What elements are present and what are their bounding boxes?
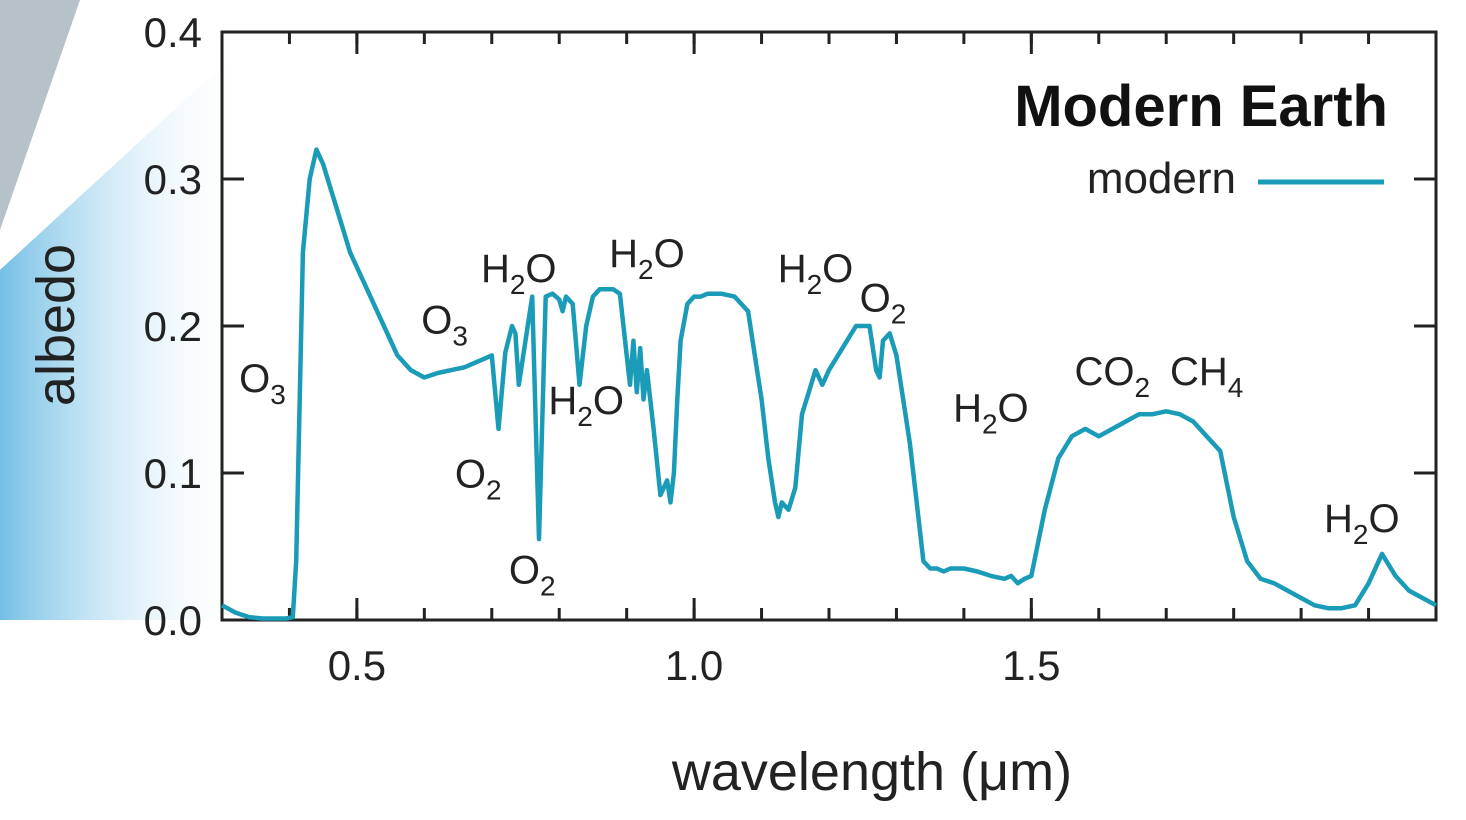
absorption-label: O2 (509, 548, 556, 601)
decorative-gray-band (0, 0, 80, 230)
x-tick-label: 0.5 (328, 642, 386, 689)
absorption-label: H2O (548, 379, 624, 432)
x-tick-label: 1.0 (665, 642, 723, 689)
absorption-label: O3 (421, 298, 468, 351)
chart-title: Modern Earth (1014, 74, 1388, 139)
absorption-label: CH4 (1170, 350, 1243, 403)
y-tick-label: 0.4 (144, 9, 202, 56)
absorption-label: O2 (455, 453, 502, 506)
absorption-label: H2O (609, 232, 685, 285)
plot-area: 0.5 1.0 1.50.00.10.20.30.4O3O3H2OO2O2H2OH2… (144, 9, 1438, 689)
y-axis-title: albedo (26, 244, 86, 406)
absorption-label: O2 (860, 276, 907, 329)
y-tick-label: 0.1 (144, 450, 202, 497)
absorption-label: H2O (778, 247, 854, 300)
absorption-label: H2O (953, 387, 1029, 440)
series-line-modern (220, 147, 1438, 621)
x-tick-label: 1.5 (1002, 642, 1060, 689)
decorative-blue-gradient (0, 40, 250, 620)
y-tick-label: 0.2 (144, 303, 202, 350)
absorption-label: H2O (1324, 497, 1400, 550)
absorption-label: H2O (481, 247, 557, 300)
y-tick-label: 0.3 (144, 156, 202, 203)
absorption-label: O3 (239, 357, 286, 410)
y-tick-label: 0.0 (144, 597, 202, 644)
x-axis-title: wavelength (μm) (671, 742, 1072, 802)
absorption-label: CO2 (1074, 350, 1150, 403)
legend-label-modern: modern (1087, 154, 1236, 203)
